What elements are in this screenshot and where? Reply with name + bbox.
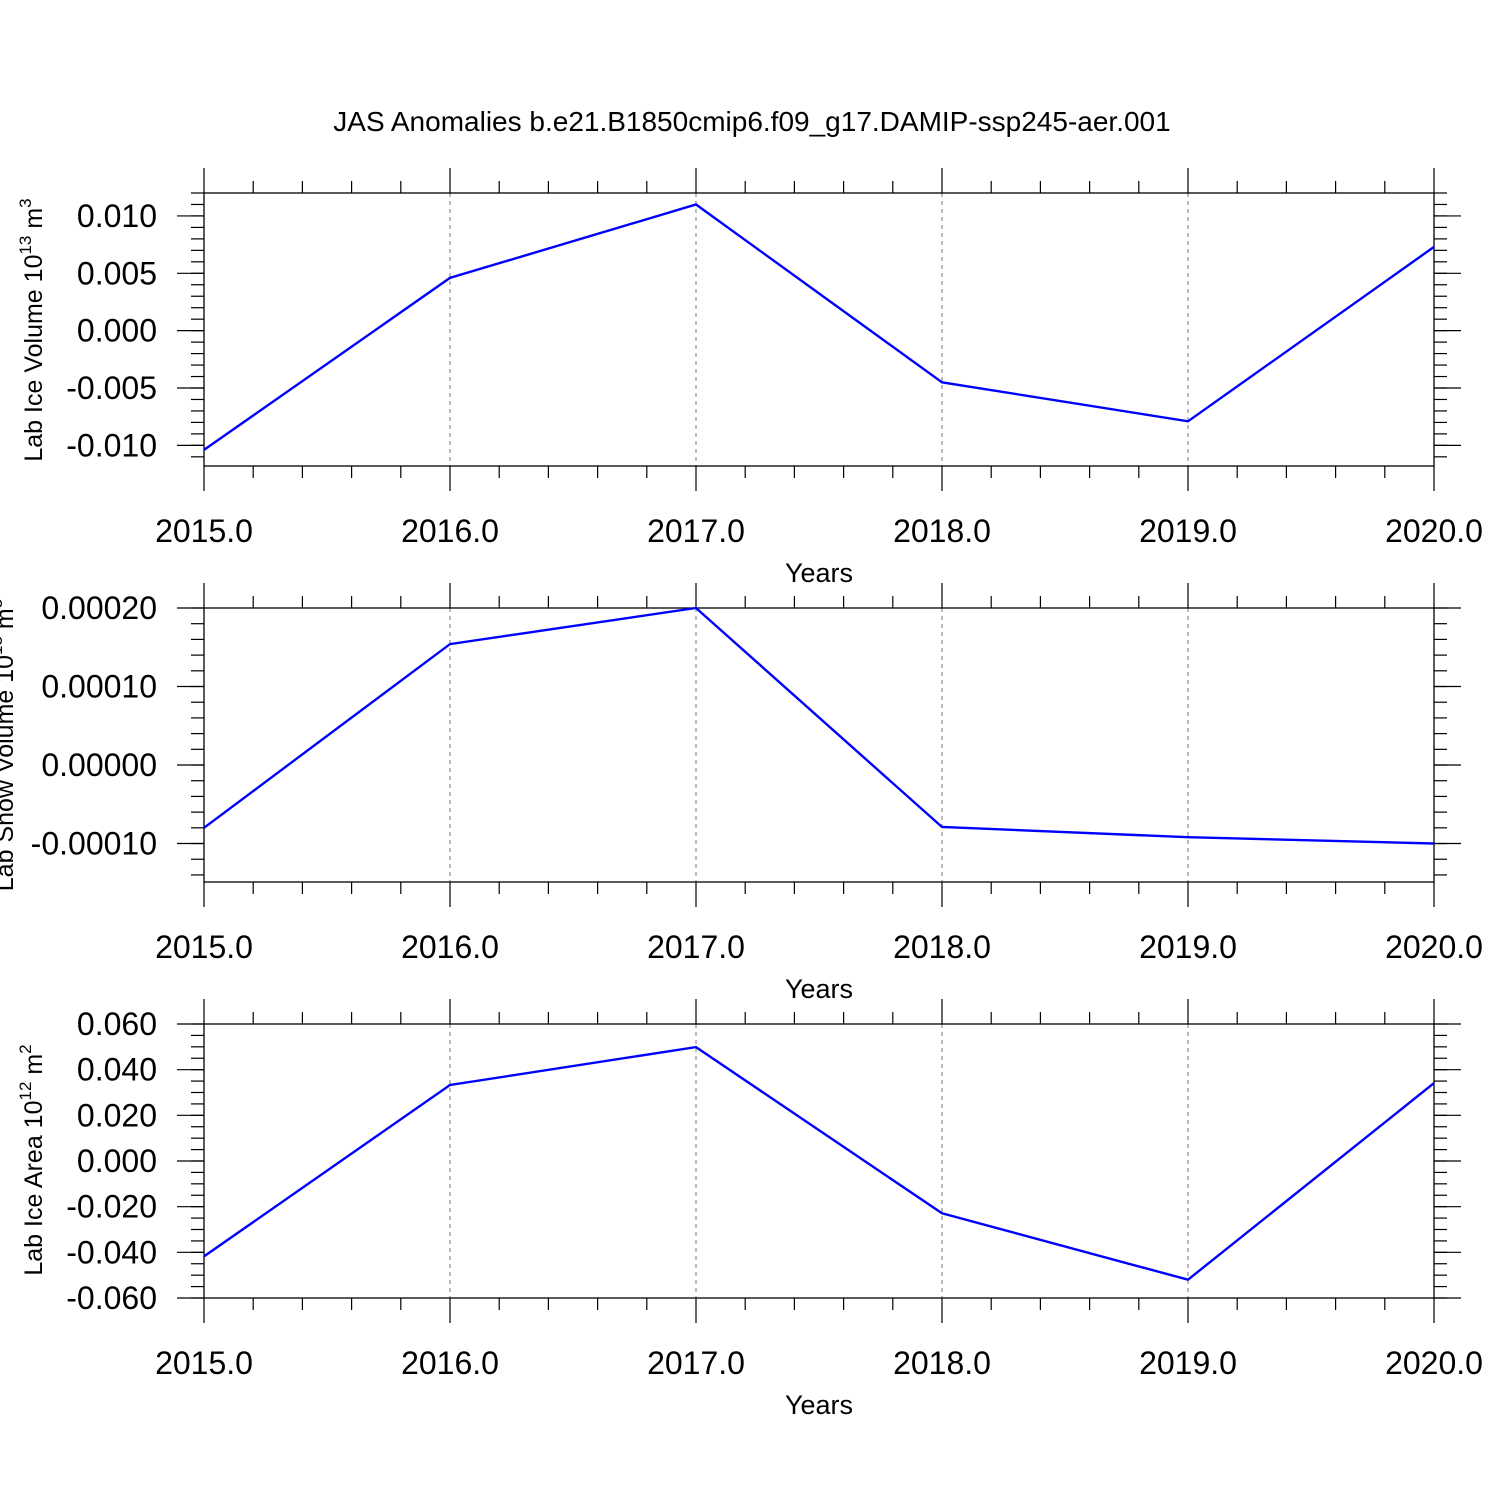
series-line-snow-volume	[203, 606, 1435, 845]
x-tick-label: 2015.0	[155, 929, 253, 965]
y-tick-label: -0.040	[66, 1234, 157, 1270]
x-tick-label: 2017.0	[647, 513, 745, 549]
y-tick-label: -0.005	[66, 370, 157, 406]
y-tick-label: -0.010	[66, 427, 157, 463]
x-tick-label: 2016.0	[401, 1345, 499, 1381]
figure-title: JAS Anomalies b.e21.B1850cmip6.f09_g17.D…	[333, 106, 1170, 137]
panel-ice-volume: -0.010 -0.005 0.000 0.005 0.010 2015.0 2016.0 2…	[16, 168, 1483, 588]
y-tick-label: 0.00010	[41, 669, 157, 705]
y-axis-title: Lab Ice Volume 1013 m3	[16, 198, 48, 461]
x-tick-label: 2018.0	[893, 1345, 991, 1381]
x-tick-label: 2015.0	[155, 1345, 253, 1381]
x-tick-label: 2017.0	[647, 1345, 745, 1381]
y-axis-title: Lab Ice Area 1012 m2	[16, 1044, 48, 1275]
y-tick-label: 0.005	[77, 255, 157, 291]
y-tick-label: 0.00020	[41, 590, 157, 626]
x-axis-title: Years	[785, 974, 853, 1004]
x-tick-label: 2020.0	[1385, 929, 1483, 965]
y-tick-label: 0.000	[77, 1143, 157, 1179]
y-tick-label: 0.010	[77, 198, 157, 234]
y-tick-label: 0.040	[77, 1052, 157, 1088]
x-tick-label: 2016.0	[401, 513, 499, 549]
panel-ice-area: -0.060 -0.040 -0.020 0.000 0.020 0.040 0.060 20…	[16, 999, 1483, 1420]
x-axis-title: Years	[785, 558, 853, 588]
y-tick-label: 0.000	[77, 313, 157, 349]
x-tick-label: 2020.0	[1385, 1345, 1483, 1381]
x-tick-label: 2020.0	[1385, 513, 1483, 549]
x-tick-label: 2015.0	[155, 513, 253, 549]
plot-frame	[203, 607, 1435, 883]
plot-frame	[203, 192, 1435, 467]
plot-frame	[203, 1023, 1435, 1299]
x-tick-label: 2019.0	[1139, 513, 1237, 549]
x-tick-label: 2018.0	[893, 513, 991, 549]
x-axis-title: Years	[785, 1390, 853, 1420]
x-tick-label: 2019.0	[1139, 929, 1237, 965]
y-axis-title: Lab Snow Volume 1013 m3	[0, 599, 19, 891]
panel-snow-volume: -0.00010 0.00000 0.00010 0.00020 2015.0 2016.…	[0, 583, 1483, 1004]
y-tick-label: -0.060	[66, 1280, 157, 1316]
series-line-ice-area	[203, 1045, 1435, 1282]
y-tick-label: 0.060	[77, 1006, 157, 1042]
x-tick-label: 2019.0	[1139, 1345, 1237, 1381]
series-line-ice-volume	[203, 203, 1435, 451]
x-tick-label: 2016.0	[401, 929, 499, 965]
x-tick-label: 2017.0	[647, 929, 745, 965]
y-tick-label: 0.020	[77, 1097, 157, 1133]
x-tick-label: 2018.0	[893, 929, 991, 965]
y-tick-label: -0.020	[66, 1189, 157, 1225]
y-tick-label: -0.00010	[31, 826, 157, 862]
y-tick-label: 0.00000	[41, 747, 157, 783]
